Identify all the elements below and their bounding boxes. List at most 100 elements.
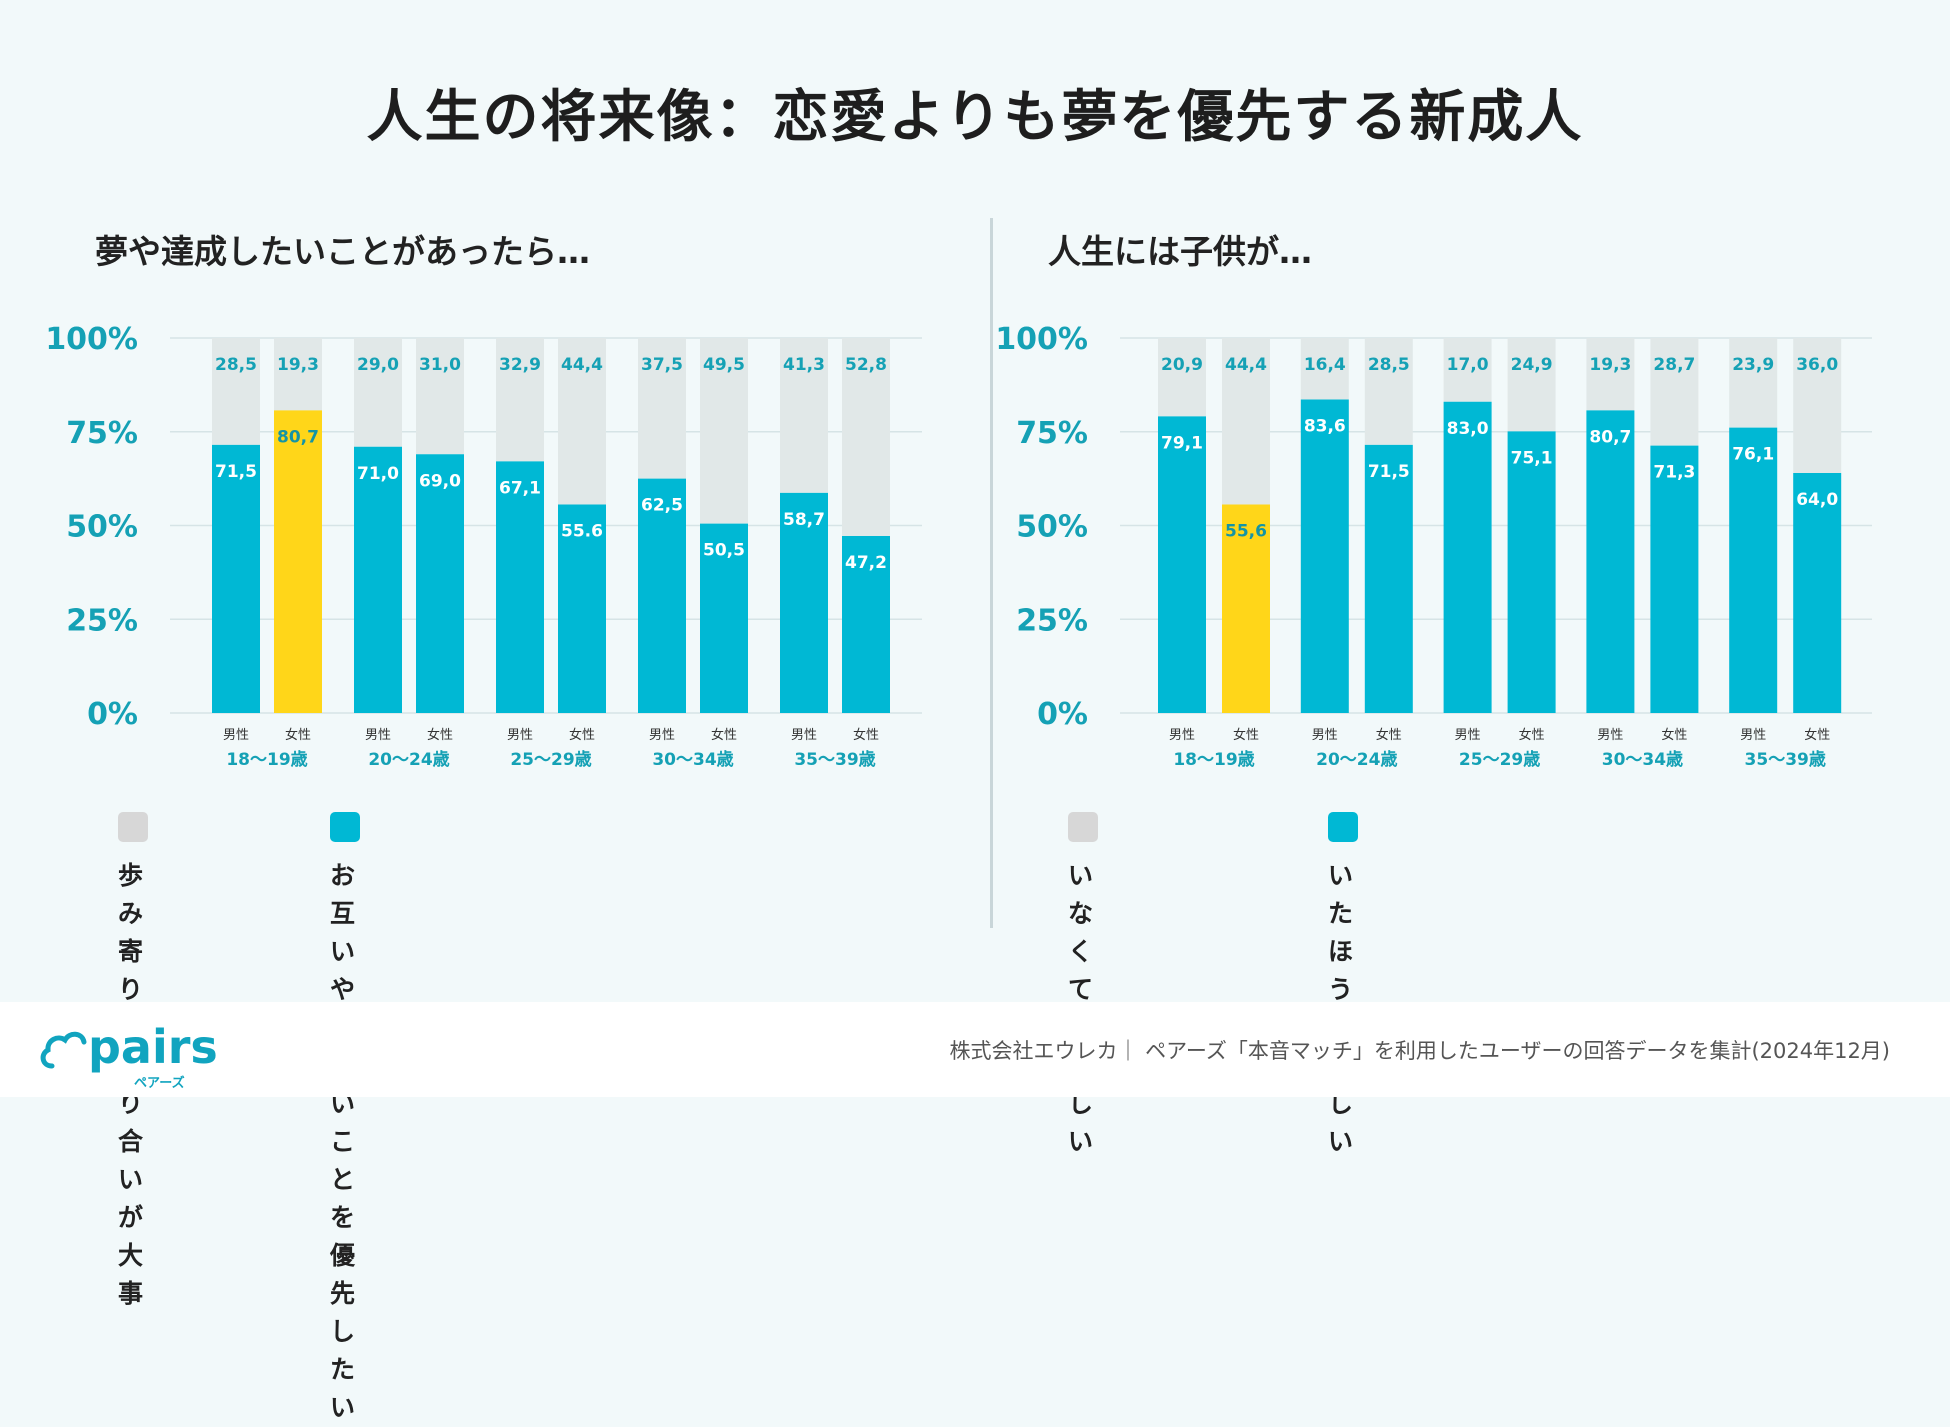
- x-group-label: 18〜19歳: [226, 749, 307, 770]
- legend-swatch-teal: [1328, 812, 1358, 842]
- bar-segment-bottom: [842, 536, 890, 713]
- bar-segment-top: [700, 338, 748, 524]
- bar-segment-top: [842, 338, 890, 536]
- bar-segment-bottom: [1222, 504, 1270, 713]
- left-stacked-bar-chart: 0% 25% 50% 75% 100% 28,5 71,5 男性 19,3 80,7 女性 18〜19…: [45, 322, 922, 770]
- data-label-bottom: 58,7: [783, 510, 825, 530]
- y-tick-label: 50%: [1016, 510, 1088, 545]
- bar-segment-top: [416, 338, 464, 455]
- footer: pairs ペアーズ 株式会社エウレカ｜ ペアーズ「本音マッチ」を利用したユーザ…: [0, 1002, 1950, 1097]
- data-label-bottom: 50,5: [703, 541, 745, 561]
- y-tick-label: 0%: [1037, 697, 1088, 732]
- x-sub-label: 女性: [427, 727, 453, 743]
- x-sub-label: 男性: [223, 728, 249, 743]
- source-credit: 株式会社エウレカ｜ ペアーズ「本音マッチ」を利用したユーザーの回答データを集計(…: [949, 1039, 1891, 1063]
- bar-segment-top: [1222, 338, 1270, 505]
- legend-swatch-gray: [1068, 812, 1098, 842]
- bar-segment-top: [1650, 338, 1699, 446]
- bar-segment-top: [1443, 338, 1492, 402]
- bar-segment-bottom: [274, 410, 322, 713]
- data-label-top: 28,7: [1653, 355, 1695, 375]
- data-label-bottom: 79,1: [1161, 433, 1203, 453]
- data-label-top: 29,0: [357, 355, 399, 375]
- data-label-top: 17,0: [1447, 355, 1489, 375]
- data-label-bottom: 62,5: [641, 496, 683, 516]
- x-sub-label: 男性: [365, 728, 391, 743]
- right-stacked-bar-chart: 0% 25% 50% 75% 100% 20,9 79,1 男性 44,4 55,6 女性 18〜19…: [995, 322, 1872, 770]
- data-label-top: 49,5: [703, 355, 745, 375]
- bar-segment-bottom: [638, 478, 686, 713]
- x-sub-label: 女性: [569, 727, 595, 743]
- data-label-top: 28,5: [215, 355, 257, 375]
- data-label-top: 19,3: [277, 355, 319, 375]
- bar-segment-bottom: [1443, 401, 1492, 713]
- x-sub-label: 男性: [791, 728, 817, 743]
- bar-segment-bottom: [1364, 444, 1413, 713]
- bar-segment-top: [1586, 338, 1635, 411]
- bar-segment-bottom: [1650, 445, 1699, 713]
- bar-segment-bottom: [700, 523, 748, 713]
- bar-segment-top: [1158, 338, 1206, 417]
- x-group-label: 25〜29歳: [510, 749, 591, 770]
- data-label-top: 52,8: [845, 355, 887, 375]
- x-sub-label: 女性: [1661, 727, 1687, 743]
- logo-subtext: ペアーズ: [134, 1076, 185, 1091]
- left-chart-title: 夢や達成したいことがあったら…: [95, 232, 590, 271]
- bar-segment-top: [1729, 338, 1778, 428]
- x-sub-label: 男性: [1455, 728, 1481, 743]
- bar-segment-top: [780, 338, 828, 493]
- data-label-bottom: 83,6: [1304, 417, 1346, 437]
- pairs-logo: pairs ペアーズ: [38, 1020, 218, 1091]
- x-sub-label: 女性: [1519, 727, 1545, 743]
- x-sub-label: 男性: [507, 728, 533, 743]
- cloud-icon: [40, 1031, 87, 1069]
- bar-segment-bottom: [496, 461, 544, 713]
- legend-swatch-gray: [118, 812, 148, 842]
- data-label-bottom: 71,5: [1368, 462, 1410, 482]
- data-label-top: 19,3: [1589, 355, 1631, 375]
- data-label-top: 44,4: [1225, 355, 1267, 375]
- bar-segment-bottom: [1158, 416, 1206, 713]
- bar-segment-bottom: [354, 446, 402, 713]
- bar-segment-bottom: [558, 504, 606, 713]
- bar-segment-bottom: [1586, 410, 1635, 713]
- x-group-label: 20〜24歳: [368, 749, 449, 770]
- bar-segment-top: [274, 338, 322, 411]
- bar-segment-top: [354, 338, 402, 447]
- data-label-top: 31,0: [419, 355, 461, 375]
- data-label-top: 36,0: [1796, 355, 1838, 375]
- bar-segment-top: [1507, 338, 1556, 432]
- panel-divider: [990, 218, 993, 928]
- x-group-label: 25〜29歳: [1459, 749, 1540, 770]
- bar-segment-bottom: [780, 492, 828, 713]
- data-label-bottom: 80,7: [277, 427, 319, 447]
- data-label-top: 37,5: [641, 355, 683, 375]
- x-sub-label: 女性: [1376, 727, 1402, 743]
- x-sub-label: 男性: [1312, 728, 1338, 743]
- y-tick-label: 75%: [66, 416, 138, 451]
- data-label-bottom: 76,1: [1732, 445, 1774, 465]
- y-tick-label: 100%: [995, 322, 1088, 357]
- bar-segment-bottom: [1793, 473, 1842, 713]
- bar-segment-top: [1364, 338, 1413, 445]
- x-group-label: 30〜34歳: [1602, 749, 1683, 770]
- bar-segment-bottom: [1300, 399, 1349, 713]
- x-group-label: 35〜39歳: [1745, 749, 1826, 770]
- right-chart-title: 人生には子供が…: [1048, 232, 1312, 271]
- x-sub-label: 男性: [1740, 728, 1766, 743]
- bar-segment-bottom: [212, 444, 260, 713]
- data-label-bottom: 47,2: [845, 553, 887, 573]
- data-label-bottom: 71,0: [357, 464, 399, 484]
- x-sub-label: 女性: [1233, 727, 1259, 743]
- x-sub-label: 男性: [649, 728, 675, 743]
- data-label-bottom: 69,0: [419, 471, 461, 491]
- y-tick-label: 25%: [1016, 603, 1088, 638]
- data-label-top: 23,9: [1732, 355, 1774, 375]
- data-label-top: 44,4: [561, 355, 603, 375]
- y-tick-label: 100%: [45, 322, 138, 357]
- data-label-bottom: 64,0: [1796, 490, 1838, 510]
- x-group-label: 20〜24歳: [1316, 749, 1397, 770]
- x-group-label: 18〜19歳: [1173, 749, 1254, 770]
- data-label-bottom: 55,6: [1225, 522, 1267, 542]
- data-label-top: 32,9: [499, 355, 541, 375]
